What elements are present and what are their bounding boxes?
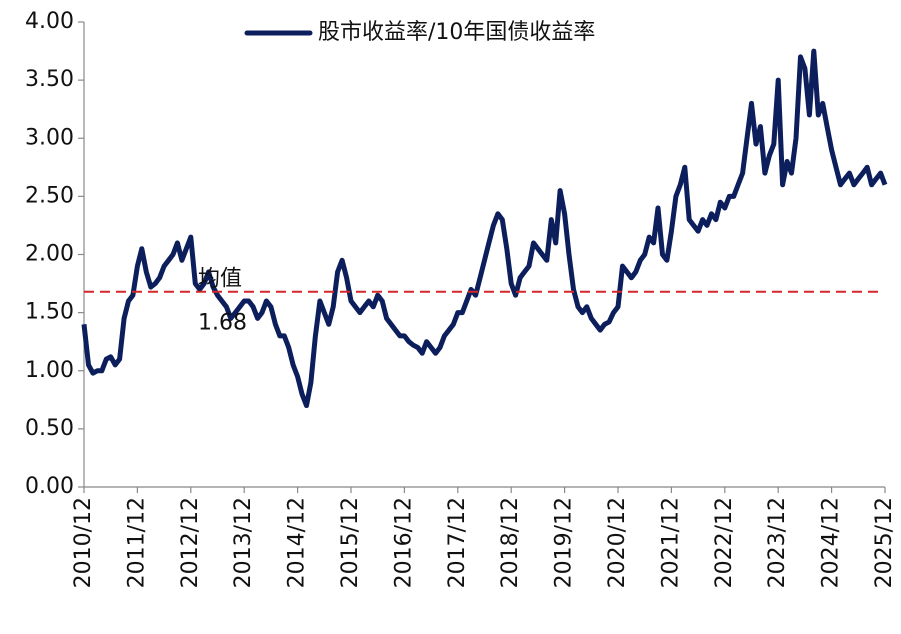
x-tick-label: 2012/12 xyxy=(178,497,203,588)
x-tick-label: 2011/12 xyxy=(124,497,149,588)
x-tick-label: 2024/12 xyxy=(819,497,844,588)
y-tick-label: 4.00 xyxy=(25,9,74,34)
annotation: 均值 xyxy=(198,267,242,292)
x-tick-label: 2023/12 xyxy=(765,497,790,588)
y-tick-label: 2.50 xyxy=(25,183,74,208)
legend-label: 股市收益率/10年国债收益率 xyxy=(318,20,595,45)
x-tick-label: 2025/12 xyxy=(872,497,897,588)
y-tick-label: 0.00 xyxy=(25,474,74,499)
x-tick-label: 2016/12 xyxy=(391,497,416,588)
y-tick-label: 0.50 xyxy=(25,416,74,441)
data-line xyxy=(81,48,888,409)
x-tick-label: 2010/12 xyxy=(71,497,96,588)
mean-label: 1.68 xyxy=(198,311,247,336)
x-tick-label: 2017/12 xyxy=(445,497,470,588)
x-tick-label: 2019/12 xyxy=(552,497,577,588)
y-tick-label: 2.00 xyxy=(25,242,74,267)
x-tick-label: 2013/12 xyxy=(231,497,256,588)
y-tick-label: 3.00 xyxy=(25,125,74,150)
x-tick-label: 2021/12 xyxy=(658,497,683,588)
x-tick-label: 2014/12 xyxy=(285,497,310,588)
x-tick-label: 2022/12 xyxy=(712,497,737,588)
x-tick-label: 2015/12 xyxy=(338,497,363,588)
y-tick-label: 1.00 xyxy=(25,358,74,383)
y-tick-label: 1.50 xyxy=(25,300,74,325)
y-tick-label: 3.50 xyxy=(25,67,74,92)
x-tick-label: 2020/12 xyxy=(605,497,630,588)
x-tick-label: 2018/12 xyxy=(498,497,523,588)
